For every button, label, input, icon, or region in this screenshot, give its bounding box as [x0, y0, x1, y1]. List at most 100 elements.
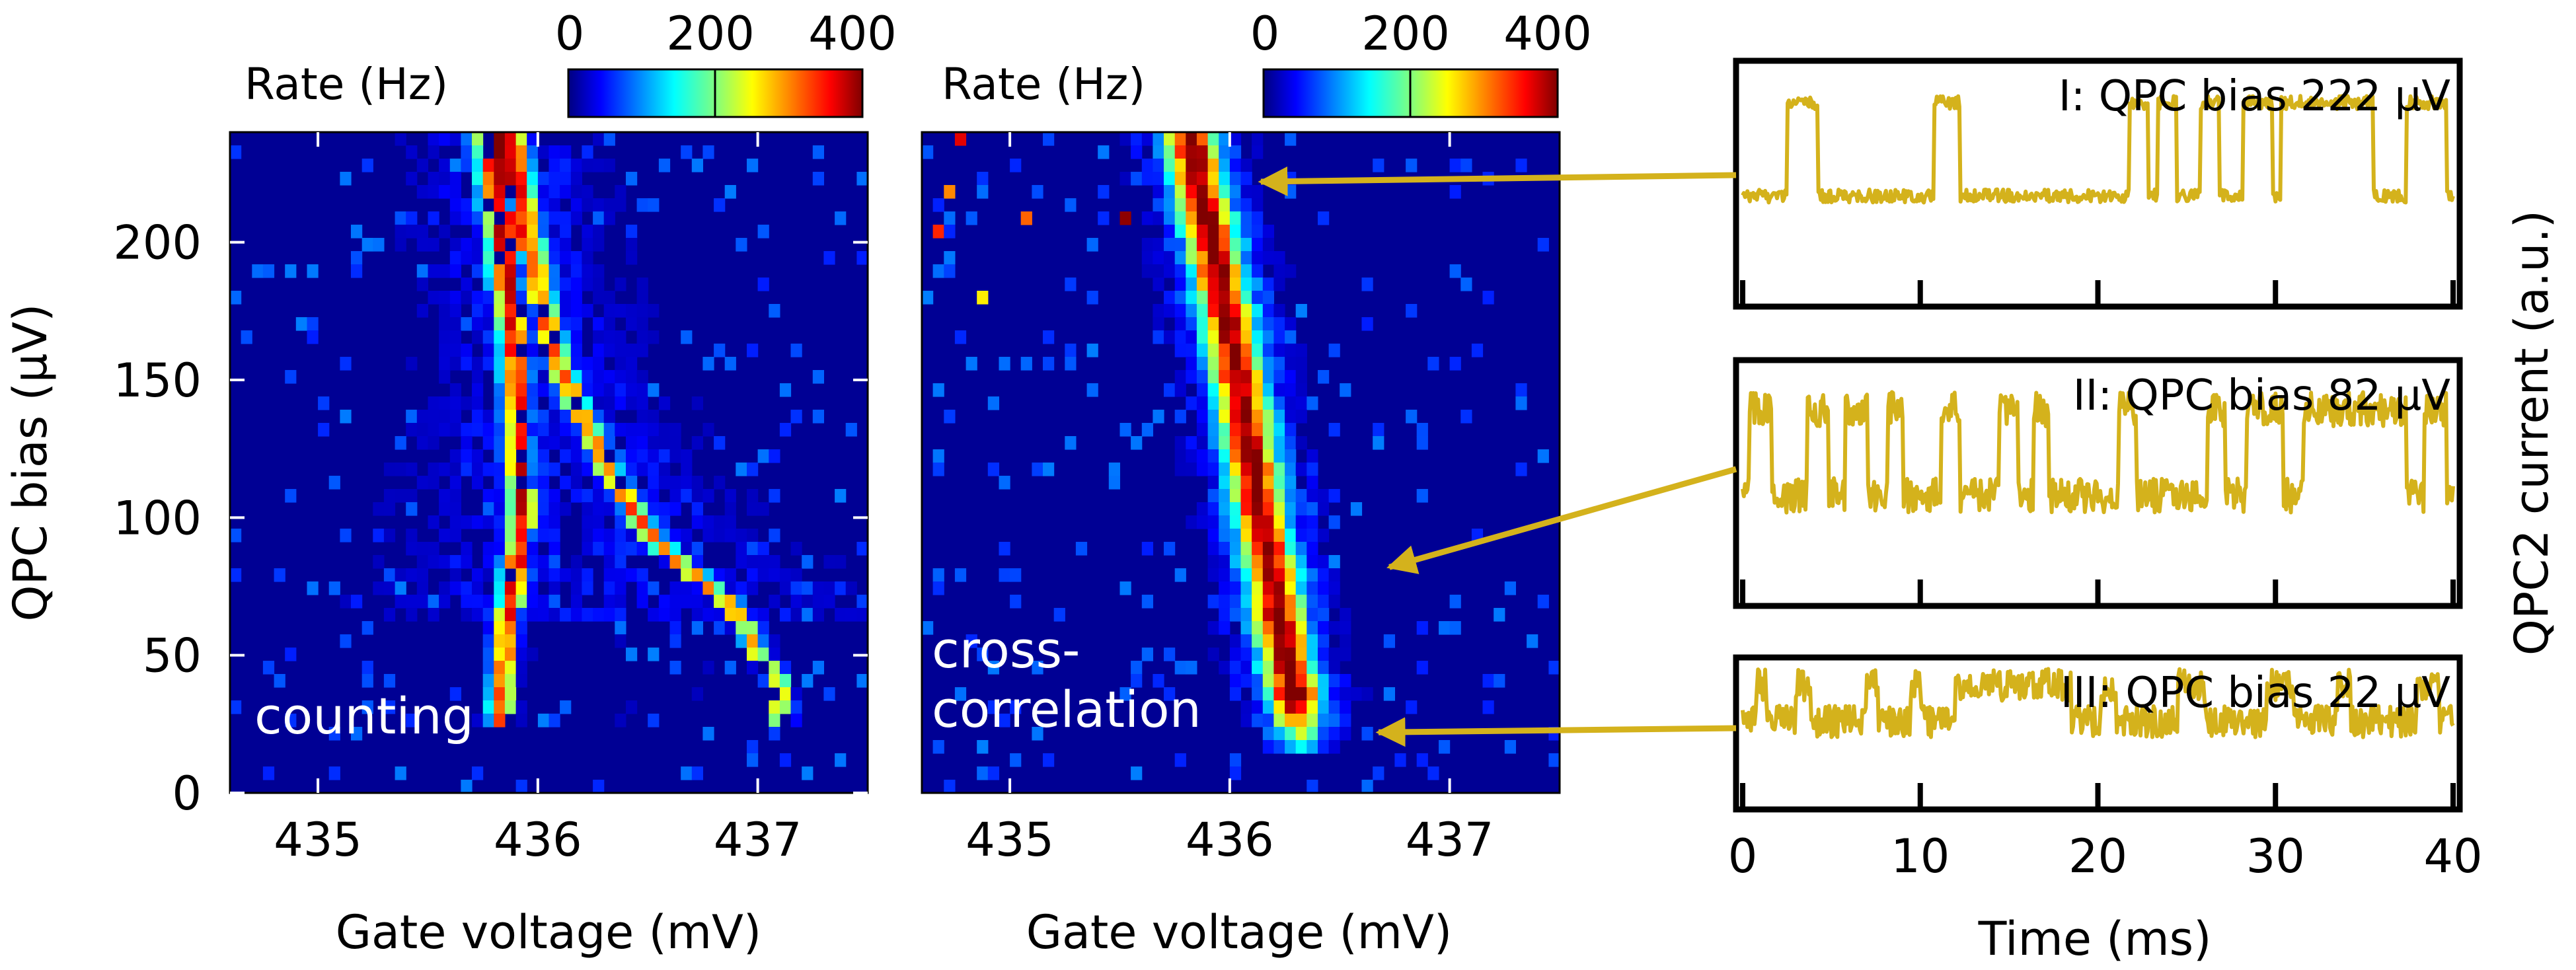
- heatmap-cell: [1307, 449, 1318, 463]
- heatmap-cell: [636, 383, 648, 397]
- heatmap-cell: [603, 436, 615, 450]
- heatmap-cell: [648, 542, 660, 556]
- heatmap-cell: [691, 476, 703, 490]
- heatmap-cell: [779, 383, 792, 397]
- heatmap-cell: [757, 634, 769, 648]
- heatmap-cell: [406, 502, 418, 516]
- heatmap-cell: [504, 225, 517, 239]
- heatmap-cell: [482, 648, 494, 661]
- heatmap-cell: [1252, 396, 1264, 410]
- heatmap-cell: [1328, 714, 1340, 728]
- heatmap-cell: [461, 595, 473, 609]
- heatmap-cell: [449, 423, 461, 437]
- heatmap-cell: [494, 238, 506, 252]
- heatmap-cell: [1153, 410, 1164, 424]
- heatmap-cell: [835, 753, 847, 767]
- heatmap-cell: [1515, 463, 1527, 476]
- heatmap-cell: [1010, 753, 1022, 767]
- heatmap-cell: [812, 595, 824, 609]
- heatmap-cell: [1207, 542, 1219, 556]
- heatmap-cell: [603, 542, 615, 556]
- heatmap-cell: [1086, 238, 1098, 252]
- heatmap-cell: [1207, 595, 1219, 609]
- heatmap-cell: [1131, 674, 1143, 688]
- heatmap-cell: [1295, 634, 1307, 648]
- heatmap-cell: [482, 264, 494, 278]
- heatmap-cell: [603, 396, 615, 410]
- heatmap-cell: [658, 436, 671, 450]
- heatmap-cell: [593, 357, 605, 371]
- heatmap-cell: [582, 542, 593, 556]
- heatmap-cell: [1131, 766, 1143, 780]
- heatmap-cell: [1164, 159, 1176, 172]
- heatmap-cell: [724, 661, 736, 675]
- heatmap-cell: [1219, 278, 1231, 291]
- heatmap-cell: [648, 423, 660, 437]
- heatmap-cell: [1186, 198, 1197, 212]
- heatmap-cell: [527, 449, 539, 463]
- heatmap-cell: [504, 370, 517, 384]
- heatmap-cell: [1449, 357, 1461, 371]
- heatmap-cell: [504, 529, 517, 542]
- link-arrows: [1258, 166, 1737, 747]
- heatmap-cell: [714, 595, 726, 609]
- heatmap-cell: [515, 145, 527, 159]
- heatmap-cell: [1240, 581, 1252, 595]
- heatmap-cell: [582, 568, 593, 582]
- heatmap-cell: [1141, 132, 1153, 146]
- heatmap-cell: [461, 159, 473, 172]
- heatmap-cell: [1219, 555, 1231, 569]
- heatmap-cell: [1196, 383, 1209, 397]
- heatmap-cell: [351, 727, 363, 741]
- heatmap-cell: [636, 542, 648, 556]
- heatmap-cell: [537, 370, 550, 384]
- heatmap-cell: [615, 304, 626, 318]
- heatmap-cell: [1196, 251, 1209, 265]
- heatmap-cell: [549, 555, 560, 569]
- heatmap-cell: [1273, 463, 1285, 476]
- heatmap-cell: [383, 529, 396, 542]
- heatmap-cell: [537, 476, 550, 490]
- heatmap-cell: [1285, 410, 1297, 424]
- heatmap-cell: [570, 568, 582, 582]
- heatmap-cell: [1229, 502, 1242, 516]
- heatmap-cell: [1164, 238, 1176, 252]
- heatmap-cell: [615, 396, 626, 410]
- heatmap-cell: [593, 436, 605, 450]
- heatmap-cell: [449, 581, 461, 595]
- heatmap-cell: [570, 172, 582, 186]
- heatmap-cell: [1295, 648, 1307, 661]
- heatmap-cell: [615, 714, 626, 728]
- heatmap-cell: [1318, 727, 1330, 741]
- heatmap-cell: [1207, 291, 1219, 305]
- heatmap-cell: [1494, 674, 1505, 688]
- heatmap-cell: [1196, 211, 1209, 225]
- heatmap-cell: [449, 476, 461, 490]
- heatmap-cell: [812, 608, 824, 622]
- heatmap-cell: [1494, 608, 1505, 622]
- heatmap-cell: [582, 502, 593, 516]
- heatmap-cell: [626, 423, 638, 437]
- heatmap-cell: [504, 449, 517, 463]
- heatmap-cell: [1229, 132, 1242, 146]
- heatmap-cell: [383, 700, 396, 714]
- counting-x-axis-ticks: 435 436 437: [274, 132, 802, 867]
- heatmap-cell: [1065, 198, 1077, 212]
- heatmap-cell: [669, 476, 681, 490]
- heatmap-cell: [1174, 449, 1186, 463]
- heatmap-cell: [944, 264, 956, 278]
- heatmap-cell: [1240, 423, 1252, 437]
- heatmap-cell: [1196, 198, 1209, 212]
- heatmap-cell: [482, 344, 494, 357]
- heatmap-cell: [1141, 211, 1153, 225]
- heatmap-cell: [1153, 172, 1164, 186]
- heatmap-cell: [747, 608, 759, 622]
- heatmap-cell: [1065, 357, 1077, 371]
- heatmap-cell: [1285, 317, 1297, 331]
- heatmap-cell: [307, 264, 319, 278]
- heatmap-cell: [626, 436, 638, 450]
- heatmap-cell: [494, 357, 506, 371]
- cross-correlation-x-axis-ticks: 435 436 437: [966, 132, 1494, 867]
- heatmap-cell: [603, 463, 615, 476]
- heatmap-cell: [1252, 476, 1264, 490]
